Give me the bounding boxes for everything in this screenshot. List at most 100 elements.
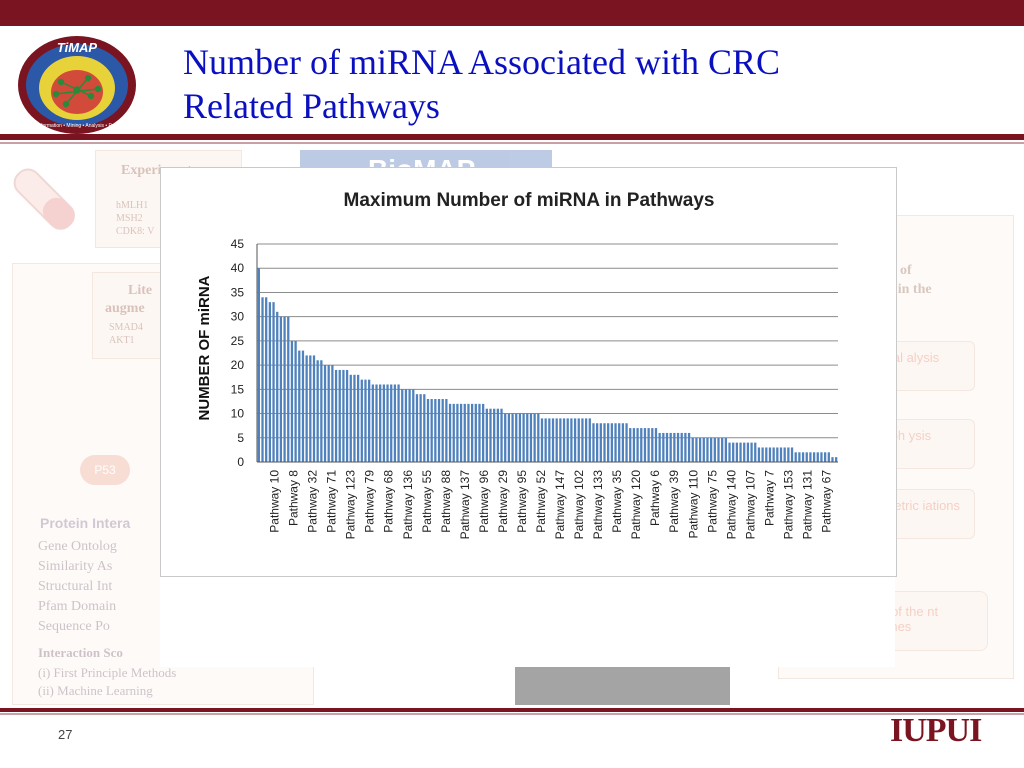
bar [456, 403, 459, 462]
bars [257, 268, 838, 462]
bar [566, 418, 569, 462]
bar [386, 384, 389, 462]
bar [301, 350, 305, 462]
bar [684, 432, 687, 462]
bar [353, 374, 356, 462]
bar [401, 389, 404, 462]
test-tube-icon [13, 168, 75, 230]
bar [610, 423, 613, 462]
bar [768, 447, 772, 462]
x-tick-label: Pathway 6 [648, 470, 662, 526]
bar [518, 413, 522, 462]
x-tick-label: Pathway 120 [629, 470, 643, 540]
x-tick-label: Pathway 68 [382, 470, 396, 533]
bar [287, 316, 290, 462]
bar [452, 403, 455, 462]
bar [544, 418, 547, 462]
chart-image-padding [160, 575, 895, 667]
bar [555, 418, 558, 462]
y-tick-label: 30 [231, 310, 245, 324]
gene-item: MSH2 [116, 213, 143, 224]
bar [698, 437, 702, 462]
y-tick-label: 35 [231, 285, 245, 299]
bar [419, 394, 422, 462]
bar [526, 413, 529, 462]
bar [625, 423, 628, 462]
bar [294, 340, 297, 462]
bar [338, 369, 341, 462]
bar [379, 384, 382, 462]
logo-ring-text: Text • Information • Mining • Analysis •… [23, 123, 131, 129]
bar [713, 437, 716, 462]
bar [482, 403, 485, 462]
x-tick-label: Pathway 147 [553, 470, 567, 540]
bar [721, 437, 724, 462]
bar [382, 384, 386, 462]
bar [724, 437, 727, 462]
y-tick-label: 5 [237, 431, 244, 445]
bar [257, 268, 260, 462]
x-tick-label: Pathway 35 [610, 470, 624, 533]
bar [537, 413, 540, 462]
bar [584, 418, 588, 462]
background-image-fragment [515, 667, 730, 705]
bar [511, 413, 514, 462]
x-axis-ticks: Pathway 10 Pathway 8 Pathway 32 Pathway 71 P… [268, 470, 834, 540]
bar [779, 447, 783, 462]
bar [702, 437, 705, 462]
bar [559, 418, 562, 462]
y-axis-label: NUMBER OF miRNA [196, 275, 213, 420]
x-tick-label: Pathway 95 [515, 470, 529, 533]
y-axis-ticks: 0 5 10 15 20 25 30 35 40 45 [231, 237, 245, 469]
bar [592, 423, 595, 462]
bar [827, 452, 830, 462]
bar [581, 418, 584, 462]
y-tick-label: 20 [231, 358, 245, 372]
bar [570, 418, 573, 462]
protein-item: Gene Ontolog [38, 539, 117, 554]
bar [717, 437, 720, 462]
slide-title: Number of miRNA Associated with CRC Rela… [183, 40, 963, 128]
bar [485, 408, 488, 462]
bar [548, 418, 551, 462]
bar [801, 452, 805, 462]
x-tick-label: Pathway 131 [800, 470, 814, 540]
bar [588, 418, 591, 462]
bar [754, 442, 757, 462]
y-tick-label: 40 [231, 261, 245, 275]
bar-chart: Maximum Number of miRNA in Pathways NUMB… [196, 190, 838, 540]
bar [504, 413, 507, 462]
bar [573, 418, 577, 462]
bar [669, 432, 672, 462]
bar [765, 447, 768, 462]
bar [805, 452, 808, 462]
x-tick-label: Pathway 67 [819, 470, 833, 533]
bar [809, 452, 812, 462]
bar [390, 384, 393, 462]
bar [268, 302, 272, 462]
bar [522, 413, 525, 462]
bar [551, 418, 555, 462]
bar [276, 311, 279, 462]
bar [562, 418, 566, 462]
top-bar [0, 0, 1024, 26]
bar [632, 428, 636, 462]
x-tick-label: Pathway 110 [686, 470, 700, 539]
x-tick-label: Pathway 88 [439, 470, 453, 533]
bar [327, 365, 330, 462]
bar [448, 403, 452, 462]
y-tick-label: 0 [237, 455, 244, 469]
interaction-heading: Interaction Sco [38, 645, 123, 660]
bar [665, 432, 669, 462]
bar [441, 399, 444, 462]
protein-heading: Protein Intera [40, 515, 131, 531]
bar [279, 316, 283, 462]
bar [687, 432, 691, 462]
bar [437, 399, 441, 462]
bar [607, 423, 610, 462]
footer-divider [0, 708, 1024, 712]
bar [790, 447, 794, 462]
bar [618, 423, 621, 462]
bar [816, 452, 819, 462]
bar [658, 432, 661, 462]
